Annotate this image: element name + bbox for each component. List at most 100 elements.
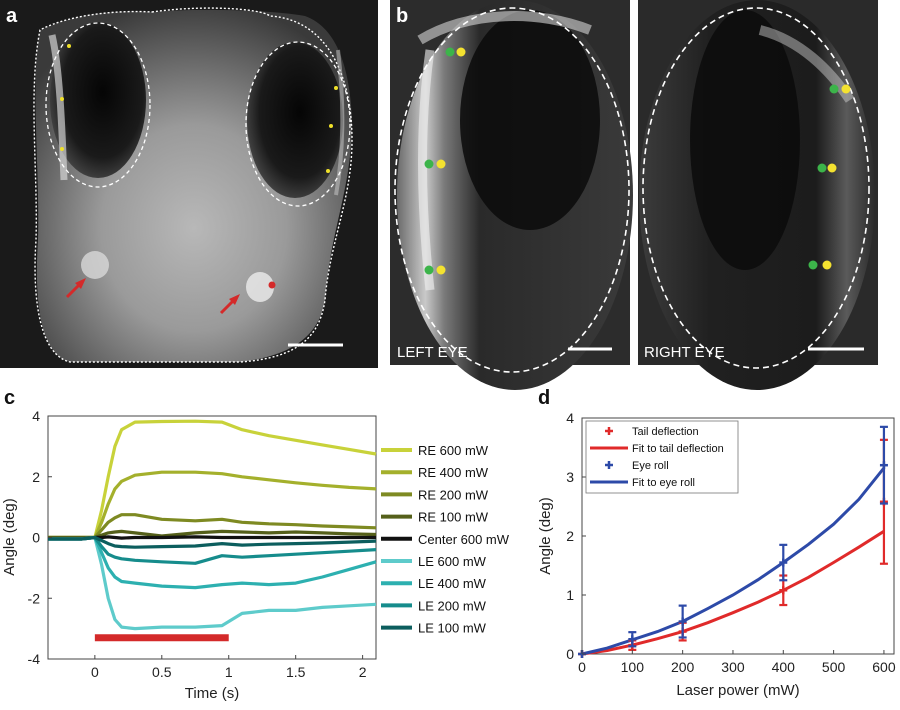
legend-swatch-plus xyxy=(605,461,613,469)
y-tick-label: 4 xyxy=(566,410,574,426)
y-tick-label: 2 xyxy=(566,528,574,544)
x-tick-label: 200 xyxy=(671,659,695,675)
data-point-plus xyxy=(628,635,637,644)
marker-yellow xyxy=(436,265,446,275)
panel-letter-d: d xyxy=(538,387,550,409)
legend-label: RE 200 mW xyxy=(418,487,489,502)
x-tick-label: 400 xyxy=(772,659,796,675)
series-line-7 xyxy=(48,535,377,565)
legend-label: LE 600 mW xyxy=(418,554,487,569)
arrow-icon xyxy=(65,278,86,299)
marker-dot xyxy=(329,124,333,128)
chart-d-xlabel: Laser power (mW) xyxy=(676,682,799,699)
legend-label: RE 400 mW xyxy=(418,465,489,480)
chart-d-legend: Tail deflection Fit to tail deflection Eye… xyxy=(585,420,739,494)
left-eye-boundary xyxy=(394,7,630,373)
legend-label: Fit to tail deflection xyxy=(632,443,724,455)
left-eye-label: LEFT EYE xyxy=(397,344,468,361)
x-tick-label: 100 xyxy=(621,659,645,675)
marker-dot xyxy=(67,44,71,48)
marker-yellow xyxy=(436,159,446,169)
ear-left xyxy=(81,251,109,279)
x-tick-label: 300 xyxy=(721,659,745,675)
panel-b-left-eye: LEFT EYE b xyxy=(390,0,633,390)
legend-label: Eye roll xyxy=(632,460,669,472)
x-tick-label: 0.5 xyxy=(152,664,172,680)
marker-dot xyxy=(60,97,64,101)
marker-dot xyxy=(326,169,330,173)
series-line-6 xyxy=(48,535,377,590)
x-tick-label: 0 xyxy=(91,664,99,680)
marker-green xyxy=(445,47,455,57)
marker-green xyxy=(829,84,839,94)
marker-yellow xyxy=(456,47,466,57)
marker-green xyxy=(808,260,818,270)
series-line-2 xyxy=(48,513,377,540)
ear-right xyxy=(246,272,274,302)
x-tick-label: 0 xyxy=(578,659,586,675)
panel-d: d 0 100 200 300 400 500 600 0 1 2 3 4 Tail deflecti… xyxy=(537,387,896,699)
legend-label: Center 600 mW xyxy=(418,532,510,547)
y-tick-label: 0 xyxy=(566,646,574,662)
chart-d-fits xyxy=(581,467,886,656)
right-eye-boundary xyxy=(642,7,870,369)
legend-label: RE 100 mW xyxy=(418,510,489,525)
stimulus-spot xyxy=(268,281,276,289)
marker-green xyxy=(424,265,434,275)
data-point-plus xyxy=(678,617,687,626)
legend-label: LE 200 mW xyxy=(418,598,487,613)
series-line-4 xyxy=(48,535,376,541)
right-eye-label: RIGHT EYE xyxy=(644,344,725,361)
panel-b-right-eye: RIGHT EYE xyxy=(638,0,878,390)
y-tick-label: -2 xyxy=(28,590,41,606)
marker-dot xyxy=(60,147,64,151)
chart-c-lines xyxy=(48,419,377,631)
chart-d-ylabel: Angle (deg) xyxy=(537,497,554,575)
data-point-plus xyxy=(879,461,888,470)
y-tick-label: 3 xyxy=(566,469,574,485)
x-tick-label: 1.5 xyxy=(286,664,306,680)
data-point-plus xyxy=(779,558,788,567)
marker-yellow xyxy=(841,84,851,94)
right-eye-outline xyxy=(245,41,351,207)
arrow-icon xyxy=(219,294,240,315)
panel-a-image: a xyxy=(0,0,378,368)
series-line-8 xyxy=(48,535,377,549)
fit-line-0 xyxy=(581,530,885,656)
series-line-0 xyxy=(48,419,377,540)
x-tick-label: 1 xyxy=(225,664,233,680)
panel-letter-a: a xyxy=(6,5,18,27)
marker-dot xyxy=(334,86,338,90)
y-tick-label: 1 xyxy=(566,587,574,603)
legend-label: RE 600 mW xyxy=(418,443,489,458)
chart-c-ticks: 0 0.5 1 1.5 2 4 2 0 -2 -4 xyxy=(28,408,367,680)
chart-c-ylabel: Angle (deg) xyxy=(1,498,18,576)
legend-label: LE 100 mW xyxy=(418,621,487,636)
chart-d-ticks: 0 100 200 300 400 500 600 0 1 2 3 4 xyxy=(566,410,896,675)
marker-yellow xyxy=(822,260,832,270)
marker-yellow xyxy=(827,163,837,173)
x-tick-label: 2 xyxy=(359,664,367,680)
y-tick-label: 4 xyxy=(32,408,40,424)
chart-c-xlabel: Time (s) xyxy=(185,685,239,702)
series-line-1 xyxy=(48,470,377,540)
legend-label: LE 400 mW xyxy=(418,576,487,591)
panel-letter-b: b xyxy=(396,5,408,27)
legend-label: Tail deflection xyxy=(632,426,699,438)
chart-c-legend: RE 600 mW RE 400 mW RE 200 mW RE 100 mW Cent… xyxy=(381,443,510,636)
data-point-plus xyxy=(779,586,788,595)
left-eye-dark xyxy=(50,22,146,178)
series-line-5 xyxy=(48,535,377,631)
legend-label: Fit to eye roll xyxy=(632,477,695,489)
y-tick-label: -4 xyxy=(28,651,41,667)
marker-green xyxy=(817,163,827,173)
y-tick-label: 0 xyxy=(32,530,40,546)
panel-letter-c: c xyxy=(4,387,15,409)
y-tick-label: 2 xyxy=(32,469,40,485)
marker-green xyxy=(424,159,434,169)
x-tick-label: 600 xyxy=(872,659,896,675)
legend-swatch-plus xyxy=(605,427,613,435)
right-eye-dark xyxy=(247,42,343,198)
